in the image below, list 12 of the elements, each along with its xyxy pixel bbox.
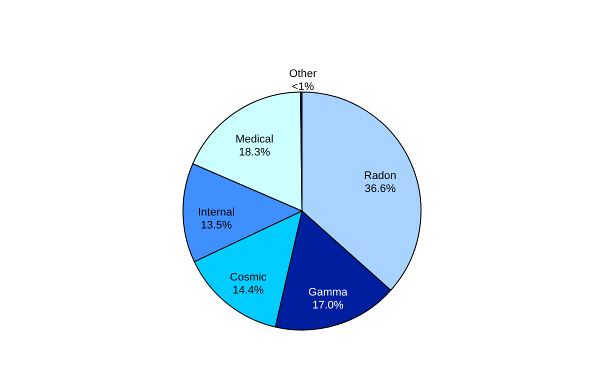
data-label: 18.3% bbox=[238, 146, 270, 159]
slice-label: Radon bbox=[364, 170, 396, 182]
data-label: 13.5% bbox=[200, 219, 232, 232]
data-label: 17.0% bbox=[312, 300, 344, 312]
data-label: 36.6% bbox=[364, 182, 396, 195]
data-label: 14.4% bbox=[232, 284, 264, 297]
slice-label: Other bbox=[289, 68, 317, 80]
slice-label: Internal bbox=[198, 206, 235, 218]
slice-label: Gamma bbox=[308, 286, 348, 299]
slice-label: Medical bbox=[236, 134, 274, 146]
data-label: <1% bbox=[292, 81, 314, 94]
slice-label: Cosmic bbox=[230, 272, 268, 284]
